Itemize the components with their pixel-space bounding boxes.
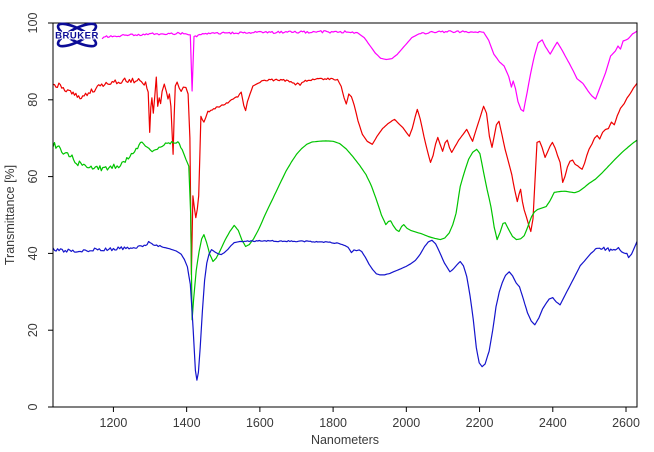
- x-tick-label: 1400: [173, 416, 201, 430]
- bruker-logo-icon: BRUKER: [54, 22, 99, 48]
- axes: 1200 1400 1600 1800 2000 2200 2400 2600 0 20 40 60 8…: [3, 13, 640, 447]
- x-tick-label: 2200: [466, 416, 494, 430]
- x-tick-label: 1600: [246, 416, 274, 430]
- red-spectrum: [53, 76, 637, 276]
- y-tick-label: 80: [26, 93, 40, 107]
- x-tick-label: 2600: [612, 416, 640, 430]
- blue-spectrum: [53, 239, 637, 381]
- x-axis-title: Nanometers: [311, 433, 379, 447]
- y-tick-label: 60: [26, 170, 40, 184]
- x-tick-label: 2000: [392, 416, 420, 430]
- x-tick-label: 2400: [539, 416, 567, 430]
- series-group: [53, 30, 637, 381]
- y-axis-title: Transmittance [%]: [3, 165, 17, 265]
- green-spectrum: [53, 139, 637, 321]
- x-tick-label: 1200: [100, 416, 128, 430]
- bruker-logo-text: BRUKER: [55, 31, 99, 42]
- plot-box: [52, 22, 638, 408]
- bruker-logo: BRUKER: [49, 19, 105, 53]
- y-tick-label: 100: [26, 13, 40, 34]
- y-tick-label: 40: [26, 246, 40, 260]
- y-tick-label: 20: [26, 323, 40, 337]
- x-tick-label: 1800: [319, 416, 347, 430]
- y-tick-label: 0: [26, 403, 40, 410]
- magenta-spectrum: [101, 30, 637, 112]
